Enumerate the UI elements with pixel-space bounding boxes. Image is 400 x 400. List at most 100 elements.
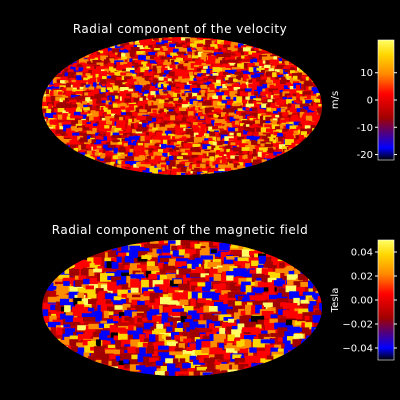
map-cell <box>124 316 132 321</box>
map-cell <box>278 165 284 170</box>
map-cell <box>96 162 102 168</box>
map-cell <box>80 173 87 175</box>
map-cell <box>257 319 269 327</box>
map-cell <box>174 62 179 66</box>
map-cell <box>108 72 115 76</box>
map-cell <box>164 37 173 41</box>
map-cell <box>114 95 119 99</box>
map-cell <box>74 163 80 168</box>
map-cell <box>80 80 89 84</box>
map-cell <box>188 93 192 97</box>
map-cell <box>292 96 297 102</box>
map-cell <box>206 60 215 65</box>
map-cell <box>130 274 144 279</box>
map-cell <box>154 48 162 51</box>
map-cell <box>72 63 78 67</box>
map-cell <box>78 275 87 284</box>
map-cell <box>57 54 67 59</box>
map-cell <box>92 69 98 74</box>
map-cell <box>53 83 62 87</box>
map-cell <box>82 37 91 40</box>
map-cell <box>47 296 61 306</box>
map-cell <box>105 147 113 151</box>
map-cell <box>238 363 249 370</box>
map-cell <box>268 365 275 371</box>
map-cell <box>254 73 264 78</box>
map-cell <box>207 261 222 268</box>
map-cell <box>241 55 248 59</box>
map-cell <box>88 323 103 330</box>
map-cell <box>161 65 168 69</box>
map-cell <box>228 62 238 66</box>
map-cell <box>175 261 187 268</box>
map-cell <box>281 37 292 43</box>
map-cell <box>92 38 98 43</box>
map-cell <box>60 306 67 315</box>
map-cell <box>181 136 187 141</box>
map-cell <box>96 145 102 149</box>
map-cell <box>93 116 104 122</box>
map-cell <box>258 255 266 264</box>
map-cell <box>57 108 65 113</box>
map-cell <box>305 361 317 367</box>
map-cell <box>112 285 122 295</box>
map-cell <box>313 57 317 62</box>
map-cell <box>47 321 61 328</box>
map-cell <box>87 37 94 41</box>
map-cell <box>62 374 73 376</box>
map-cell <box>116 81 122 84</box>
map-cell <box>262 369 271 374</box>
map-cell <box>149 113 155 117</box>
map-cell <box>70 355 78 361</box>
map-cell <box>271 351 284 357</box>
map-cell <box>170 115 176 121</box>
map-cell <box>244 366 258 372</box>
map-cell <box>95 242 111 247</box>
velocity-title: Radial component of the velocity <box>72 22 288 36</box>
map-cell <box>164 99 170 103</box>
map-cell <box>217 48 222 52</box>
map-cell <box>212 315 219 324</box>
map-cell <box>230 155 239 159</box>
map-cell <box>144 149 149 156</box>
map-cell <box>89 245 99 250</box>
map-cell <box>123 91 133 95</box>
map-cell <box>257 168 263 173</box>
map-cell <box>156 323 164 330</box>
map-cell <box>303 344 316 353</box>
map-cell <box>44 54 51 58</box>
map-cell <box>260 74 265 78</box>
map-cell <box>292 352 299 357</box>
map-cell <box>76 115 83 119</box>
map-cell <box>155 360 167 366</box>
map-cell <box>251 240 265 245</box>
map-cell <box>181 104 191 109</box>
map-cell <box>116 124 125 130</box>
map-cell <box>42 128 48 133</box>
map-cell <box>161 40 169 43</box>
map-cell <box>241 281 251 288</box>
map-cell <box>313 354 322 363</box>
map-cell <box>43 269 56 277</box>
map-cell <box>311 79 319 83</box>
map-cell <box>289 54 299 60</box>
map-cell <box>312 240 322 246</box>
map-cell <box>55 160 63 164</box>
map-cell <box>231 329 242 338</box>
map-cell <box>95 132 100 139</box>
map-cell <box>94 167 99 173</box>
map-cell <box>44 262 59 268</box>
map-cell <box>134 64 143 70</box>
map-cell <box>157 83 161 88</box>
map-cell <box>272 139 276 144</box>
map-cell <box>269 137 274 142</box>
map-cell <box>219 283 226 290</box>
map-cell <box>48 256 54 265</box>
map-cell <box>61 151 70 156</box>
map-cell <box>121 56 128 60</box>
map-cell <box>164 322 171 327</box>
map-cell <box>137 172 147 175</box>
map-cell <box>178 115 184 121</box>
map-cell <box>50 311 64 319</box>
map-cell <box>217 101 226 106</box>
